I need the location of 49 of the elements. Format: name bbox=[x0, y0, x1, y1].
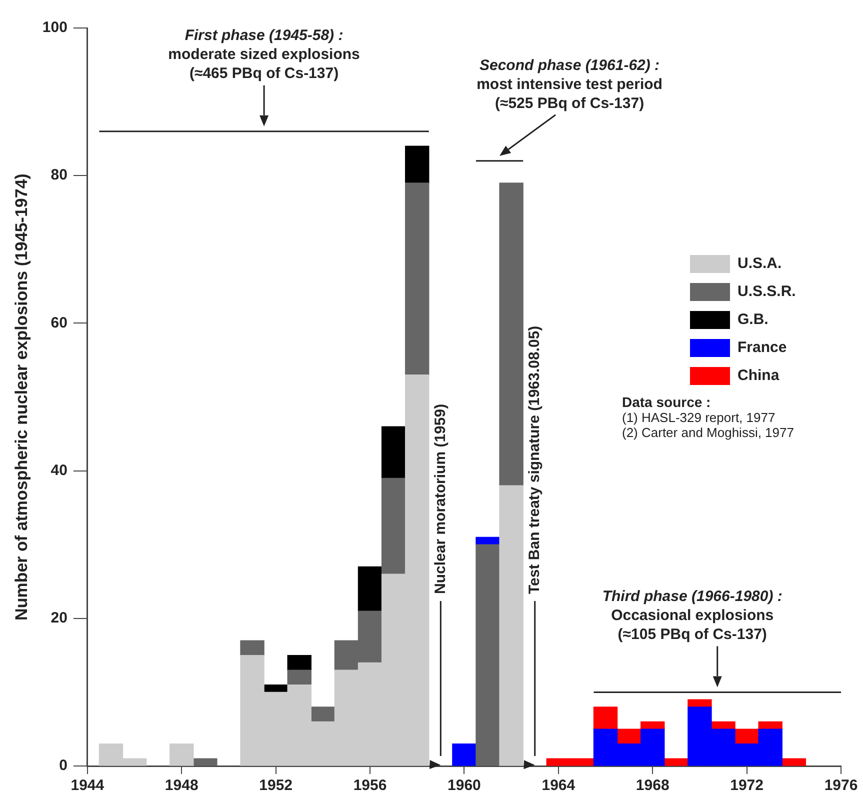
x-tick-label: 1976 bbox=[824, 777, 858, 794]
bar bbox=[381, 478, 406, 574]
bar bbox=[310, 706, 336, 722]
bar bbox=[381, 426, 406, 479]
bar bbox=[593, 706, 618, 730]
bar bbox=[358, 566, 382, 612]
y-tick-label: 60 bbox=[50, 314, 68, 332]
x-tick-label: 1948 bbox=[164, 777, 198, 794]
annotation: First phase (1945-58) : moderate sized explosions (≈465 PBq of Cs-137) bbox=[168, 26, 360, 84]
x-tick-label: 1968 bbox=[636, 777, 670, 794]
bar bbox=[499, 485, 524, 766]
x-tick-label: 1964 bbox=[542, 777, 576, 794]
bar bbox=[476, 544, 500, 766]
legend-label: U.S.A. bbox=[738, 255, 782, 272]
bar bbox=[287, 654, 312, 670]
legend-label: G.B. bbox=[738, 311, 768, 328]
y-tick-label: 0 bbox=[59, 757, 68, 774]
bar bbox=[499, 182, 524, 486]
bar bbox=[405, 182, 430, 376]
bar bbox=[405, 146, 430, 184]
bar bbox=[711, 721, 736, 730]
x-tick-label: 1956 bbox=[353, 777, 387, 794]
bar bbox=[664, 758, 688, 766]
legend-label: U.S.S.R. bbox=[738, 283, 796, 300]
y-tick-label: 100 bbox=[42, 19, 68, 36]
x-tick-label: 1960 bbox=[448, 777, 481, 794]
bar bbox=[240, 640, 264, 656]
bar bbox=[782, 758, 806, 766]
y-tick-label: 40 bbox=[50, 462, 68, 479]
ref-line-label: Nuclear moratorium (1959) bbox=[432, 404, 449, 594]
bar bbox=[758, 721, 782, 730]
ref-line-label: Test Ban treaty signature (1963.08.05) bbox=[526, 326, 543, 594]
bar bbox=[287, 670, 312, 686]
y-axis-title: Number of atmospheric nuclear explosions (1945-1974) bbox=[12, 174, 31, 620]
bar bbox=[640, 721, 665, 730]
annotation: Data source : (1) HASL-329 report, 1977 (2) Carter and Moghissi, 1977 bbox=[622, 394, 794, 440]
x-tick-label: 1952 bbox=[259, 777, 293, 794]
y-tick-label: 80 bbox=[50, 166, 68, 184]
bar bbox=[170, 744, 194, 766]
bar bbox=[193, 758, 218, 766]
bar bbox=[452, 744, 476, 766]
annotation: Third phase (1966-1980) : Occasional explosions (≈105 PBq of Cs-137) bbox=[602, 587, 782, 644]
legend-label: France bbox=[738, 339, 787, 356]
x-tick-label: 1944 bbox=[70, 777, 105, 794]
bar bbox=[476, 536, 500, 545]
x-tick-label: 1972 bbox=[730, 777, 764, 794]
y-tick-label: 20 bbox=[50, 610, 68, 627]
legend-label: China bbox=[738, 367, 780, 384]
annotation: Second phase (1961-62) : most intensive test period (≈525 PBq of Cs-137) bbox=[476, 56, 662, 113]
